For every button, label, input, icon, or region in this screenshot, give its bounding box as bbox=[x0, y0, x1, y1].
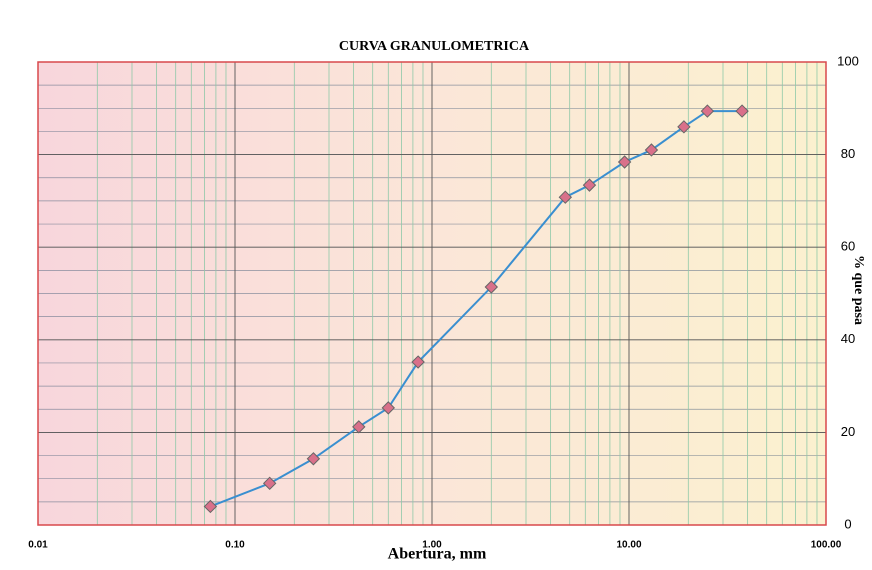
y-axis-label: % que pasa bbox=[851, 255, 866, 325]
x-tick-label: 0.10 bbox=[225, 540, 245, 551]
x-tick-label: 10.00 bbox=[616, 540, 641, 551]
data-point bbox=[700, 104, 715, 118]
y-tick-label: 40 bbox=[841, 331, 855, 346]
data-point bbox=[617, 155, 632, 169]
data-point bbox=[352, 420, 366, 434]
data-point bbox=[558, 190, 573, 204]
data-point bbox=[411, 355, 425, 369]
data-point bbox=[381, 401, 396, 415]
data-point bbox=[735, 104, 749, 118]
x-tick-label: 100.00 bbox=[811, 540, 842, 551]
data-point bbox=[484, 280, 499, 294]
data-point bbox=[582, 178, 597, 192]
chart-title: CURVA GRANULOMETRICA bbox=[339, 39, 530, 54]
y-tick-label: 20 bbox=[841, 424, 855, 439]
y-tick-label: 0 bbox=[844, 516, 851, 531]
grid bbox=[37, 61, 827, 526]
data-line bbox=[210, 110, 743, 508]
y-tick-label: 60 bbox=[841, 239, 855, 254]
x-tick-label: 0.01 bbox=[28, 540, 48, 551]
data-point bbox=[306, 452, 321, 466]
plot-border bbox=[37, 61, 827, 526]
y-tick-label: 100 bbox=[837, 53, 859, 68]
data-point bbox=[677, 120, 691, 134]
y-tick-label: 80 bbox=[841, 146, 855, 161]
x-axis-label: Abertura, mm bbox=[388, 546, 487, 563]
data-point bbox=[644, 143, 659, 157]
data-point bbox=[262, 476, 277, 491]
data-point bbox=[203, 499, 218, 514]
x-tick-label: 1.00 bbox=[422, 540, 442, 551]
